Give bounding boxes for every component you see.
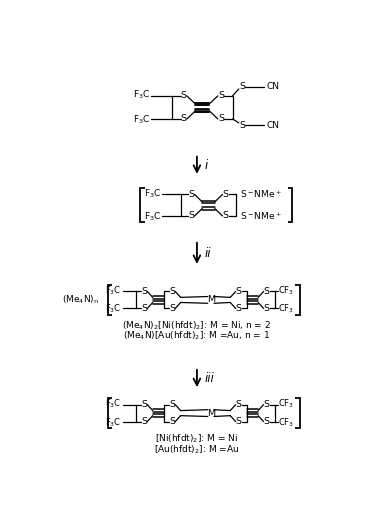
Text: $\mathregular{F_3C}$: $\mathregular{F_3C}$	[144, 211, 161, 223]
Text: S: S	[169, 417, 175, 426]
Text: $\mathregular{F_3C}$: $\mathregular{F_3C}$	[133, 89, 151, 101]
Text: S: S	[264, 287, 270, 296]
Text: S: S	[264, 400, 270, 409]
Text: S: S	[236, 400, 242, 409]
Text: S: S	[141, 287, 147, 296]
Text: S: S	[264, 417, 270, 426]
Text: S: S	[236, 287, 242, 296]
Text: $\mathregular{[Ni(hfdt)_2]}$: M = Ni: $\mathregular{[Ni(hfdt)_2]}$: M = Ni	[156, 433, 238, 445]
Text: $\mathregular{F_3C}$: $\mathregular{F_3C}$	[105, 303, 122, 315]
Text: S: S	[141, 400, 147, 409]
Text: $\mathregular{F_3C}$: $\mathregular{F_3C}$	[133, 113, 151, 126]
Text: $\mathregular{[Au(hfdt)_2]}$: M =Au: $\mathregular{[Au(hfdt)_2]}$: M =Au	[154, 443, 239, 456]
Text: M: M	[207, 408, 215, 417]
Text: S: S	[169, 304, 175, 313]
Text: $\mathregular{CF_3}$: $\mathregular{CF_3}$	[278, 285, 294, 297]
Text: $\mathregular{F_3C}$: $\mathregular{F_3C}$	[144, 187, 161, 200]
Text: S: S	[223, 190, 229, 199]
Text: S: S	[236, 417, 242, 426]
Text: iii: iii	[205, 372, 214, 385]
Text: S: S	[239, 82, 245, 91]
Text: $\mathregular{CF_3}$: $\mathregular{CF_3}$	[278, 416, 294, 429]
Text: S: S	[223, 211, 229, 221]
Text: S: S	[189, 211, 194, 221]
Text: S: S	[236, 304, 242, 313]
Text: $\mathregular{S^-NMe^+}$: $\mathregular{S^-NMe^+}$	[240, 189, 282, 200]
Text: $\mathregular{CF_3}$: $\mathregular{CF_3}$	[278, 397, 294, 410]
Text: S: S	[239, 121, 245, 130]
Text: $\mathregular{CF_3}$: $\mathregular{CF_3}$	[278, 303, 294, 315]
Text: $\mathregular{F_3C}$: $\mathregular{F_3C}$	[105, 397, 122, 410]
Text: S: S	[141, 417, 147, 426]
Text: S: S	[264, 304, 270, 313]
Text: S: S	[169, 400, 175, 409]
Text: $\mathregular{F_3C}$: $\mathregular{F_3C}$	[105, 285, 122, 297]
Text: S: S	[141, 304, 147, 313]
Text: S: S	[218, 115, 224, 123]
Text: S: S	[169, 287, 175, 296]
Text: ii: ii	[205, 247, 211, 260]
Text: $\mathregular{(Me_4N)[Au(hfdt)_2]}$: M =Au, n = 1: $\mathregular{(Me_4N)[Au(hfdt)_2]}$: M =…	[123, 330, 271, 343]
Text: S: S	[189, 190, 194, 199]
Text: S: S	[218, 92, 224, 100]
Text: i: i	[205, 158, 208, 172]
Text: S: S	[181, 115, 187, 123]
Text: S: S	[181, 92, 187, 100]
Text: $\mathregular{F_3C}$: $\mathregular{F_3C}$	[105, 416, 122, 429]
Text: CN: CN	[267, 82, 280, 91]
Text: $\mathregular{S^-NMe^+}$: $\mathregular{S^-NMe^+}$	[240, 210, 282, 222]
Text: $\mathregular{(Me_4N)_n}$: $\mathregular{(Me_4N)_n}$	[62, 294, 99, 306]
Text: CN: CN	[267, 121, 280, 130]
Text: M: M	[207, 295, 215, 304]
Text: $\mathregular{(Me_4N)_2[Ni(hfdt)_2]}$: M = Ni, n = 2: $\mathregular{(Me_4N)_2[Ni(hfdt)_2]}$: M…	[122, 319, 271, 332]
